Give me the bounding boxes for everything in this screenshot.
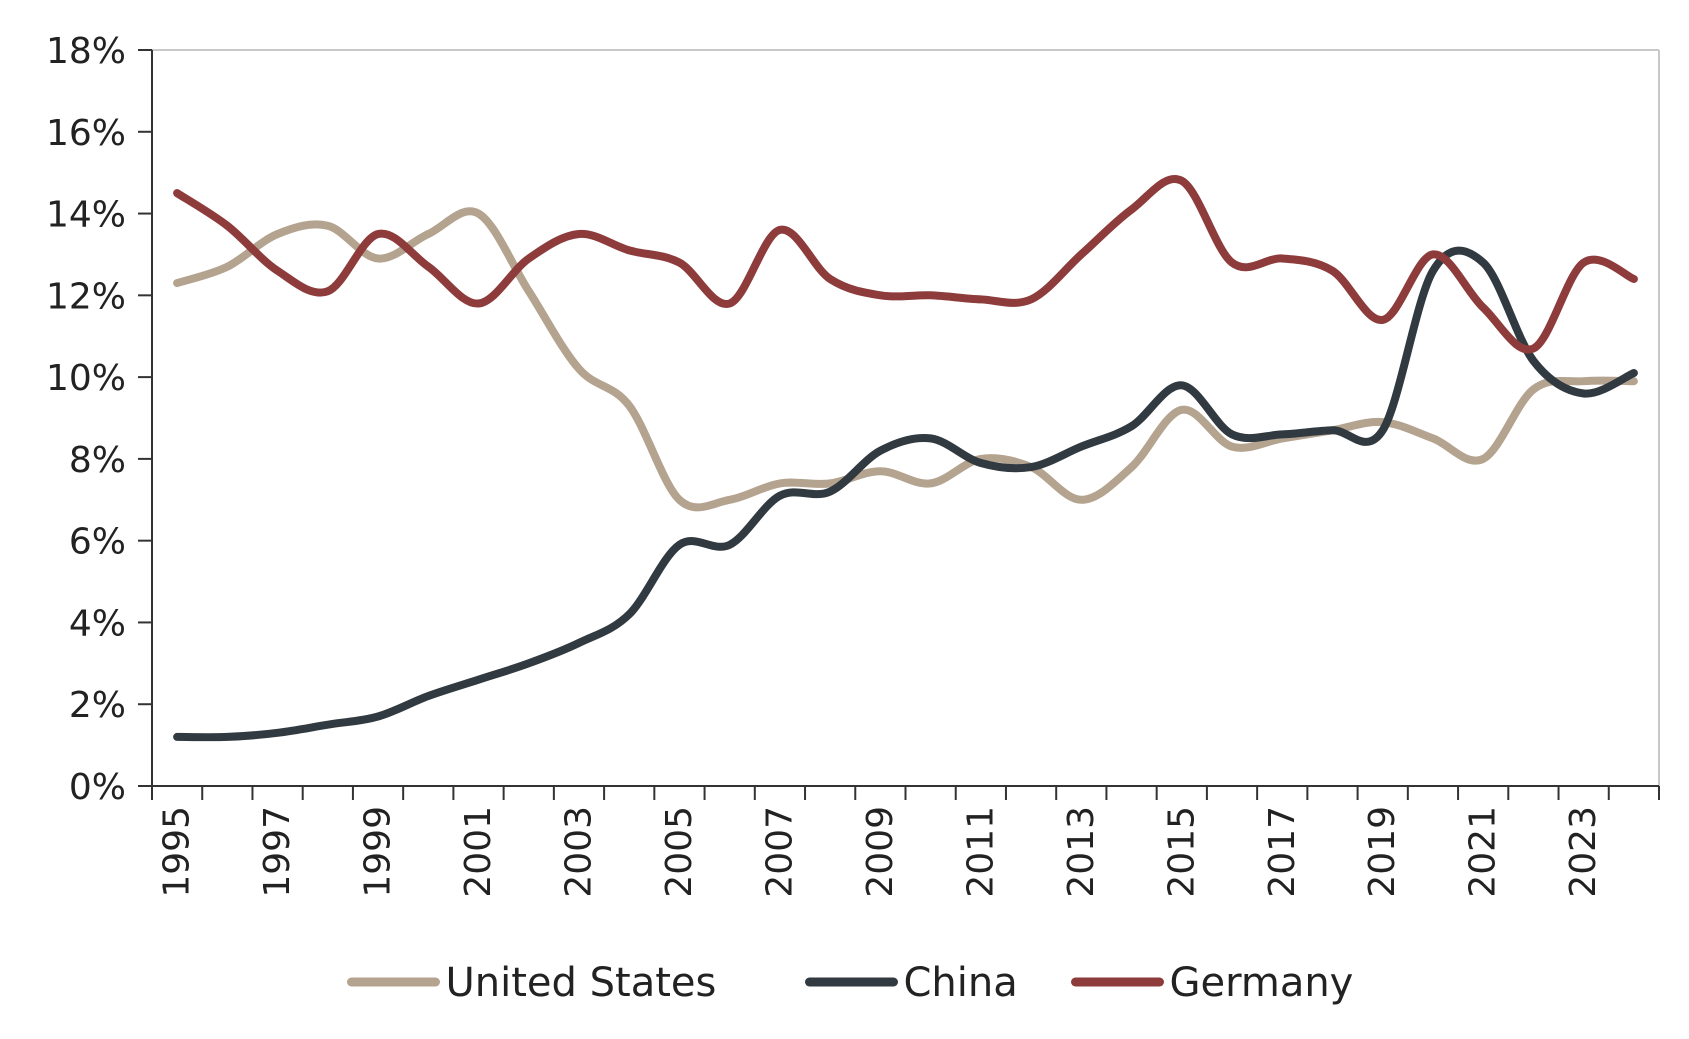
x-axis: 1995 1997 1999 2001 2003 2005 2007 2009 2011 2013… [151,786,1660,898]
x-tick-label: 2013 [1061,806,1102,898]
y-tick-label: 16% [46,113,126,154]
legend-label-united-states: United States [446,960,717,1006]
x-tick-label: 2017 [1262,806,1303,898]
legend-label-china: China [904,960,1018,1006]
series-line-china [173,246,1638,742]
series-line-germany [173,175,1638,354]
legend: United States China Germany [347,960,1354,1006]
y-tick-label: 18% [46,31,126,72]
y-axis: 0% 2% 4% 6% 8% 10% 12% 14% 16% 18% [46,31,152,808]
x-tick-label: 1997 [257,806,298,898]
x-tick-label: 1995 [157,806,198,898]
y-tick-label: 0% [69,767,126,808]
y-tick-label: 8% [69,440,126,481]
y-tick-label: 2% [69,685,126,726]
x-tick-label: 2023 [1563,806,1604,898]
x-tick-label: 2005 [659,806,700,898]
x-tick-label: 2009 [860,806,901,898]
y-tick-label: 14% [46,195,126,236]
y-tick-label: 10% [46,358,126,399]
x-tick-label: 2001 [458,806,499,898]
x-tick-label: 2015 [1161,806,1202,898]
y-tick-label: 6% [69,522,126,563]
series-line-united-states [173,207,1638,512]
x-tick-label: 2003 [558,806,599,898]
series-lines [173,175,1638,742]
legend-label-germany: Germany [1170,960,1354,1006]
y-tick-label: 12% [46,276,126,317]
x-tick-label: 2007 [759,806,800,898]
x-tick-label: 2019 [1362,806,1403,898]
plot-frame [151,49,1660,787]
y-tick-label: 4% [69,603,126,644]
x-tick-label: 1999 [358,806,399,898]
x-tick-label: 2011 [960,806,1001,898]
x-tick-label: 2021 [1463,806,1504,898]
